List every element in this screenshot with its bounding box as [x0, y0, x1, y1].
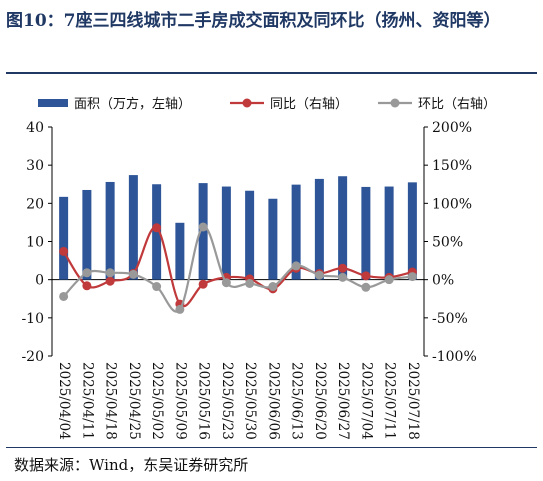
x-tick-label: 2025/04/04 — [56, 362, 72, 440]
bar — [384, 186, 394, 280]
x-tick-label: 2025/07/04 — [358, 362, 374, 440]
left-tick-label: 0 — [35, 273, 44, 289]
bar — [59, 196, 69, 280]
x-tick-label: 2025/05/02 — [149, 362, 165, 440]
bar — [175, 222, 185, 280]
bar-series — [59, 175, 417, 280]
left-tick-label: -20 — [21, 349, 44, 365]
right-tick-label: 150% — [432, 158, 472, 174]
bar — [105, 181, 115, 280]
x-tick-label: 2025/06/27 — [335, 362, 351, 440]
legend-label-area: 面积（万方，左轴） — [74, 96, 191, 112]
mom-point — [105, 268, 115, 278]
x-tick-label: 2025/06/13 — [289, 362, 305, 440]
chart-title: 图10：7座三四线城市二手房成交面积及同环比（扬州、资阳等） — [6, 11, 501, 31]
right-tick-label: -50% — [432, 311, 468, 327]
legend-label-mom: 环比（右轴） — [418, 97, 496, 112]
yoy-point — [361, 271, 371, 281]
right-tick-label: 0% — [432, 273, 454, 289]
left-tick-label: 40 — [26, 120, 44, 136]
legend-marker-yoy — [242, 98, 252, 108]
mom-point — [245, 278, 255, 288]
bar — [291, 184, 301, 280]
x-tick-label: 2025/06/20 — [312, 362, 328, 440]
x-tick-label: 2025/07/18 — [405, 362, 421, 440]
left-tick-label: 10 — [26, 235, 44, 251]
bar — [361, 186, 371, 280]
left-tick-label: -10 — [21, 311, 44, 327]
mom-point — [314, 270, 324, 280]
x-tick-label: 2025/06/06 — [265, 362, 281, 440]
bar — [221, 186, 231, 280]
mom-point — [82, 268, 92, 278]
mom-point — [59, 291, 69, 301]
bar — [82, 189, 92, 280]
mom-point — [268, 282, 278, 292]
x-tick-label: 2025/04/11 — [79, 362, 95, 440]
mom-point — [198, 222, 208, 232]
x-tick-label: 2025/05/09 — [172, 362, 188, 440]
bar — [245, 190, 255, 280]
bar — [338, 176, 348, 280]
right-tick-label: 50% — [432, 235, 463, 251]
bar — [314, 178, 324, 280]
right-tick-label: 100% — [432, 196, 472, 212]
mom-point — [221, 278, 231, 288]
mom-point — [175, 304, 185, 314]
right-tick-label: 200% — [432, 120, 472, 136]
yoy-point — [198, 279, 208, 289]
mom-point — [384, 275, 394, 285]
x-tick-label: 2025/04/25 — [126, 362, 142, 440]
x-tick-label: 2025/04/18 — [103, 362, 119, 440]
mom-point — [338, 272, 348, 282]
source-note: 数据来源：Wind，东吴证券研究所 — [14, 456, 249, 474]
legend-swatch-area — [38, 99, 68, 107]
yoy-point — [338, 263, 348, 273]
x-tick-label: 2025/05/23 — [219, 362, 235, 440]
mom-point — [291, 261, 301, 271]
left-tick-label: 20 — [26, 196, 44, 212]
mom-line — [62, 225, 413, 313]
mom-point — [407, 272, 417, 282]
yoy-point — [105, 276, 115, 286]
legend-marker-mom — [390, 98, 400, 108]
mom-point — [361, 282, 371, 292]
yoy-point — [59, 246, 69, 256]
source-rule — [6, 447, 537, 448]
right-tick-label: -100% — [432, 349, 477, 365]
x-tick-label: 2025/07/11 — [382, 362, 398, 440]
bar — [268, 198, 278, 280]
legend: 面积（万方，左轴） 同比（右轴） 环比（右轴） — [38, 96, 496, 112]
x-tick-label: 2025/05/16 — [196, 362, 212, 440]
line-series — [59, 222, 417, 314]
bar — [128, 175, 138, 280]
title-rule — [6, 72, 537, 74]
yoy-line — [62, 226, 413, 308]
legend-label-yoy: 同比（右轴） — [270, 97, 348, 112]
left-tick-label: 30 — [26, 158, 44, 174]
yoy-point — [82, 281, 92, 291]
yoy-point — [152, 223, 162, 233]
mom-point — [152, 282, 162, 292]
mom-point — [128, 269, 138, 279]
bar — [407, 182, 417, 280]
x-tick-label: 2025/05/30 — [242, 362, 258, 440]
axes: -20 -10 0 10 20 30 40 -100% -50% 0% 50% 100% 150% 200… — [21, 120, 476, 440]
